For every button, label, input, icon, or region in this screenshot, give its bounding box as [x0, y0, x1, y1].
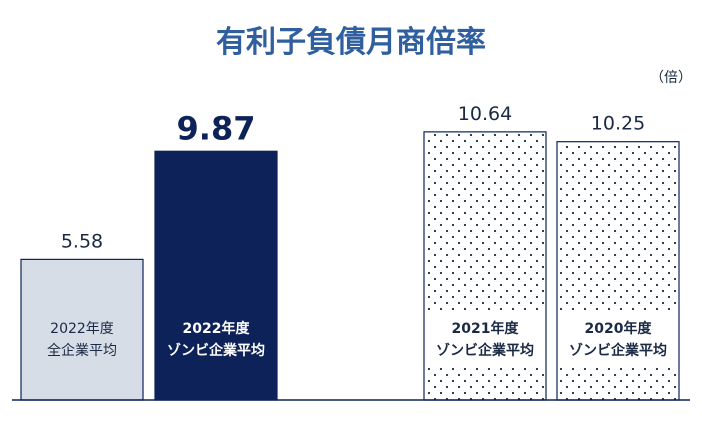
- value-label-3: 10.64: [458, 103, 512, 125]
- unit-label: （倍）: [650, 70, 692, 86]
- bar-label-band-3: [425, 312, 545, 368]
- bar-label-band-4: [558, 312, 678, 368]
- category-label-2-line1: 2022年度: [183, 320, 251, 337]
- category-label-1-line2: 全企業平均: [47, 342, 117, 359]
- category-label-3-line1: 2021年度: [452, 320, 520, 337]
- value-label-4: 10.25: [591, 113, 645, 135]
- bar-2: [154, 150, 278, 401]
- category-label-4-line2: ゾンビ企業平均: [569, 342, 667, 359]
- value-label-1: 5.58: [61, 230, 103, 252]
- bars-group: 5.582022年度全企業平均9.872022年度ゾンビ企業平均10.64202…: [20, 103, 680, 401]
- category-label-2-line2: ゾンビ企業平均: [167, 342, 265, 359]
- category-label-1-line1: 2022年度: [50, 321, 114, 337]
- category-label-4-line1: 2020年度: [585, 320, 653, 337]
- bar-1: [20, 258, 144, 401]
- chart-title: 有利子負債月商倍率: [216, 25, 486, 60]
- value-label-2: 9.87: [177, 109, 256, 147]
- category-label-3-line2: ゾンビ企業平均: [436, 342, 534, 359]
